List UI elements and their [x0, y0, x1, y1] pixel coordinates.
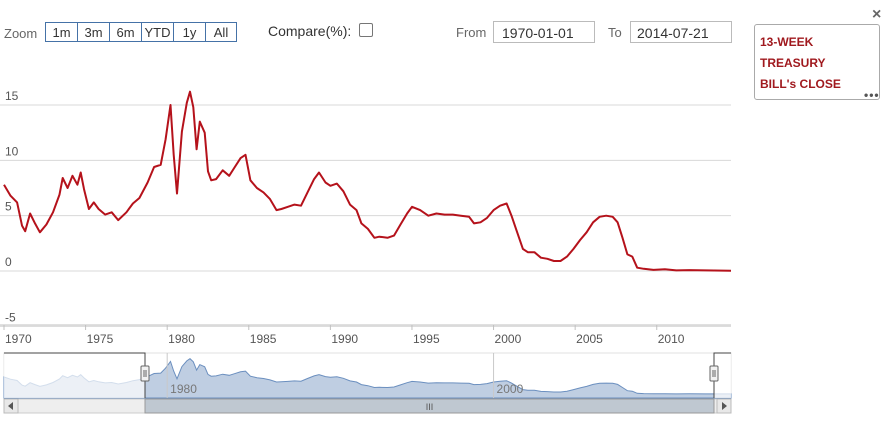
- navigator-outline: [4, 352, 731, 398]
- x-tick-label: 1995: [413, 332, 440, 346]
- grid-lines: [0, 104, 731, 327]
- zoom-1m-button[interactable]: 1m: [45, 22, 77, 42]
- x-tick-label: 1980: [168, 332, 195, 346]
- scroll-left-arrow-icon: [8, 402, 13, 410]
- to-date-input[interactable]: 2014-07-21: [630, 21, 732, 43]
- y-tick-label: 10: [5, 144, 19, 158]
- navigator-mask-right: [714, 353, 731, 398]
- x-tick-label: 1970: [5, 332, 32, 346]
- series-line: [3, 90, 732, 272]
- scrollbar-thumb: [144, 398, 715, 414]
- navigator-label: 1980: [170, 382, 197, 396]
- to-label: To: [608, 25, 622, 40]
- more-menu-icon[interactable]: •••: [864, 88, 880, 102]
- legend-line-3: BILL's CLOSE: [760, 77, 841, 91]
- navigator-mask-left: [4, 353, 145, 398]
- legend-box[interactable]: [754, 24, 880, 100]
- compare-checkbox[interactable]: [359, 23, 373, 37]
- from-date-input[interactable]: 1970-01-01: [493, 21, 595, 43]
- y-tick-label: 15: [5, 89, 19, 103]
- y-tick-label: 5: [5, 200, 12, 214]
- zoom-6m-button[interactable]: 6m: [109, 22, 141, 42]
- zoom-3m-button[interactable]: 3m: [77, 22, 109, 42]
- zoom-label: Zoom: [4, 26, 38, 41]
- y-tick-label: 0: [5, 255, 12, 269]
- x-tick-label: 1975: [87, 332, 114, 346]
- legend-series-label[interactable]: 13-WEEK TREASURY BILL's CLOSE: [760, 32, 870, 95]
- navigator: 1980 2000 III: [3, 352, 732, 414]
- x-axis: 1970 1975 1980 1985 1990 1995 2000 2005 2010: [0, 324, 731, 346]
- compare-label: Compare(%):: [268, 23, 352, 39]
- y-tick-label: -5: [5, 310, 16, 324]
- navigator-handle-left: [140, 365, 150, 382]
- zoom-all-button[interactable]: All: [205, 22, 237, 42]
- zoom-button-group: 1m 3m 6m YTD 1y All: [45, 22, 237, 42]
- navigator-label: 2000: [497, 382, 524, 396]
- scrollbar-grip: III: [426, 402, 434, 412]
- close-icon[interactable]: ×: [872, 6, 882, 23]
- navigator-handle-right: [709, 365, 719, 382]
- from-label: From: [456, 25, 487, 40]
- legend-line-1: 13-WEEK: [760, 35, 814, 49]
- x-tick-label: 2005: [576, 332, 603, 346]
- zoom-1y-button[interactable]: 1y: [173, 22, 205, 42]
- scroll-right-arrow-icon: [722, 402, 727, 410]
- zoom-ytd-button[interactable]: YTD: [141, 22, 173, 42]
- x-tick-label: 1985: [250, 332, 277, 346]
- x-tick-label: 1990: [331, 332, 358, 346]
- x-tick-label: 2010: [658, 332, 685, 346]
- x-tick-label: 2000: [495, 332, 522, 346]
- legend-line-2: TREASURY: [760, 56, 826, 70]
- series-layer: [3, 90, 732, 272]
- y-axis-ticks: -5 0 5 10 15: [5, 89, 19, 324]
